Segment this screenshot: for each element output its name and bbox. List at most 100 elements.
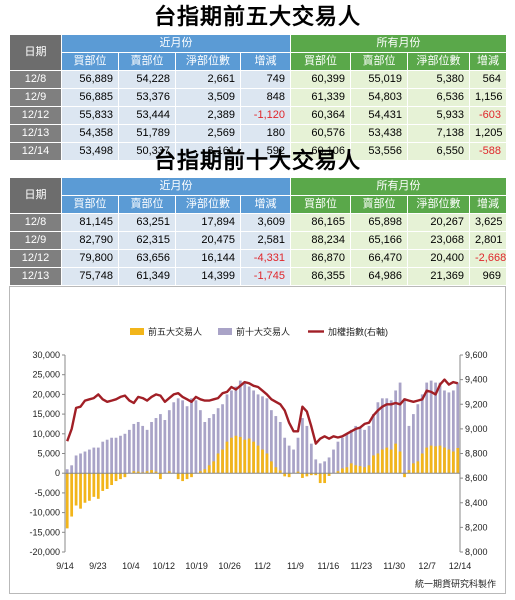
table-cell: -2,668 [469, 249, 507, 268]
left-tick-label: 10,000 [32, 429, 60, 439]
right-tick-label: 8,200 [465, 522, 488, 532]
top10-bar [114, 437, 118, 474]
table-cell: 20,400 [407, 249, 470, 268]
top5-bar [425, 447, 429, 474]
top10-bar [238, 380, 242, 474]
top10-bar [438, 382, 442, 474]
left-tick-label: 5,000 [37, 449, 60, 459]
top5-bar [372, 455, 375, 474]
near-month-header: 近月份 [61, 177, 291, 196]
legend-top10-label: 前十大交易人 [236, 326, 290, 337]
left-tick-label: 30,000 [32, 350, 60, 360]
top10-bar [403, 398, 406, 474]
top5-bar [176, 473, 180, 480]
table-cell: 60,106 [290, 142, 351, 161]
top10-bar [154, 418, 158, 474]
table-cell: 50,337 [118, 142, 176, 161]
top5-bar [207, 465, 211, 474]
top5-bar [389, 449, 393, 474]
table-row: 12/8 81,145 63,251 17,894 3,609 86,165 65,898 2… [9, 213, 507, 232]
top5-bar [234, 435, 238, 474]
row-date: 12/9 [9, 88, 62, 107]
top5-bar [190, 473, 193, 478]
top5-bar [349, 463, 353, 474]
top5-bar [225, 441, 229, 474]
legend-top5-swatch [130, 328, 144, 335]
top5-bar [247, 438, 251, 474]
top10-bar [367, 425, 371, 474]
top5-bar [443, 447, 446, 474]
top5-bar [278, 470, 282, 474]
top5-bar [327, 473, 331, 476]
top10-bar [336, 441, 340, 474]
table-cell: 81,145 [61, 213, 119, 232]
column-header: 增減 [469, 52, 507, 71]
top10-bar [349, 429, 353, 474]
positions-chart: -20,000 -15,000 -10,000 -5,000 0 5,000 10,000 1… [9, 286, 506, 594]
column-header: 買部位 [290, 195, 351, 214]
table-cell: 53,438 [350, 124, 408, 143]
x-tick-label: 11/23 [350, 561, 372, 571]
top5-bar [74, 473, 78, 506]
top10-bar [429, 380, 433, 474]
top5-bar [274, 467, 278, 474]
top5-bar [114, 473, 118, 482]
top5-bar [451, 451, 455, 474]
top5-bar [398, 451, 402, 474]
top10-bar [190, 398, 193, 474]
table-row: 12/13 54,358 51,789 2,569 180 60,576 53,438 7,1… [9, 124, 507, 143]
top5-bar [212, 461, 216, 474]
table-cell: 14,399 [175, 267, 241, 286]
table-cell: 3,509 [175, 88, 241, 107]
table-cell: 65,166 [350, 231, 408, 250]
top5-bar [456, 447, 460, 474]
top5-bar [296, 471, 300, 474]
column-header: 賣部位 [350, 195, 408, 214]
table-row: 12/14 53,498 50,337 3,161 592 60,106 53,556 6,5… [9, 142, 507, 161]
table-cell: 2,661 [175, 70, 241, 89]
top5-bar [96, 473, 100, 499]
top5-bar [145, 471, 149, 474]
top5-bar [341, 468, 344, 474]
table-cell: 5,380 [407, 70, 470, 89]
top5-bar [287, 473, 291, 478]
top10-bar [287, 445, 291, 474]
x-tick-label: 11/9 [287, 561, 304, 571]
column-header: 賣部位 [118, 195, 176, 214]
right-tick-label: 9,200 [465, 399, 488, 409]
table-cell: 53,556 [350, 142, 408, 161]
top10-bar [270, 410, 273, 474]
top10-bar [92, 447, 96, 474]
right-tick-label: 9,400 [465, 375, 488, 385]
top10-bar [425, 382, 429, 474]
top10-bar [420, 394, 424, 474]
table-cell: 23,068 [407, 231, 470, 250]
top5-bar [305, 473, 309, 477]
top5-bar [83, 473, 87, 503]
x-tick-label: 12/14 [449, 561, 472, 571]
top10-bar [176, 398, 180, 474]
right-tick-label: 8,600 [465, 473, 488, 483]
column-header: 買部位 [61, 195, 119, 214]
left-tick-label: -15,000 [29, 527, 60, 537]
top5-bar [92, 473, 96, 497]
table-cell: 749 [240, 70, 291, 89]
top5-bar [119, 473, 122, 480]
table-cell: 64,986 [350, 267, 408, 286]
top5-bar [358, 466, 362, 474]
top10-bar [380, 398, 384, 474]
table-cell: 564 [469, 70, 507, 89]
table-row: 12/8 56,889 54,228 2,661 749 60,399 55,019 5,38… [9, 70, 507, 89]
top5-bar [70, 473, 74, 517]
top10-traders-table: 日期 近月份 所有月份 買部位 賣部位 淨部位數 增減 買部位 賣部位 淨部位數 增減 12/… [9, 177, 507, 304]
x-tick-label: 11/30 [383, 561, 405, 571]
top5-bar [429, 445, 433, 474]
x-tick-label: 10/12 [152, 561, 175, 571]
top10-bar [110, 437, 113, 474]
top10-bar [141, 425, 145, 474]
x-tick-label: 12/7 [418, 561, 436, 571]
top10-bar [309, 443, 313, 474]
x-tick-label: 11/16 [317, 561, 339, 571]
table-cell: 20,475 [175, 231, 241, 250]
top5-bar [363, 467, 366, 474]
